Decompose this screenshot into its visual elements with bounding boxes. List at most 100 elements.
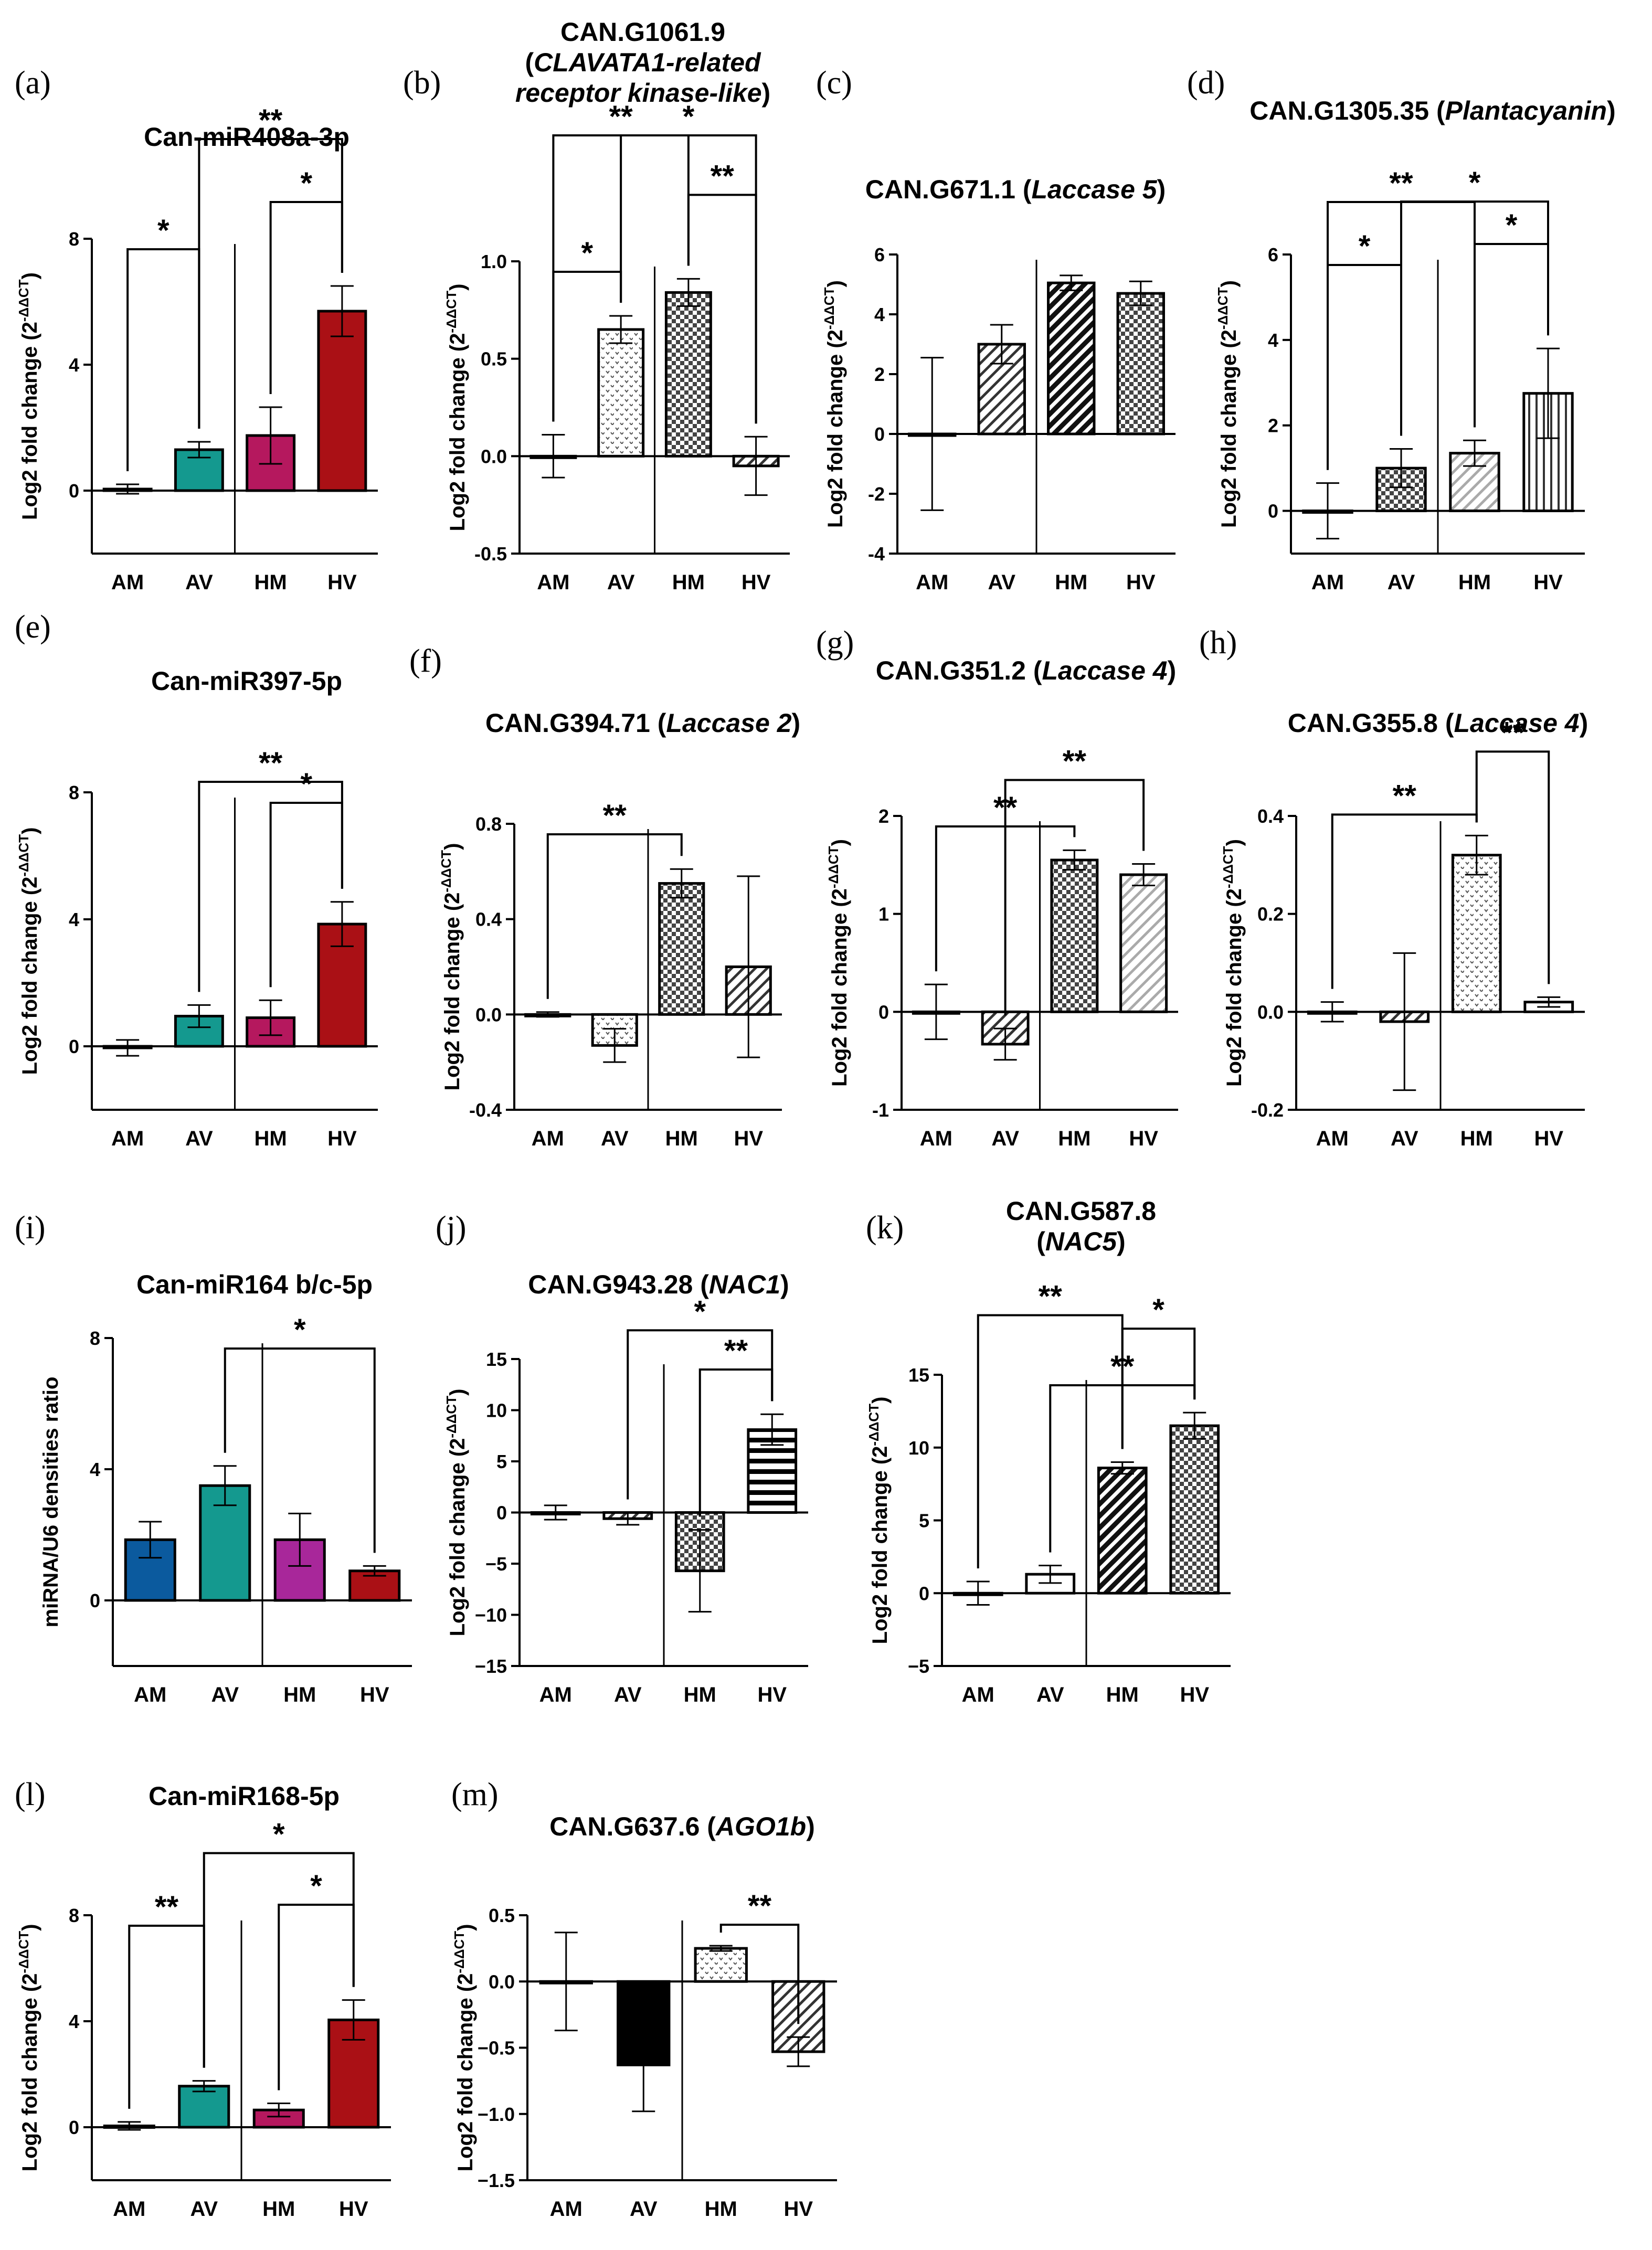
x-tick-label: HM bbox=[665, 1127, 698, 1150]
x-tick-label: AV bbox=[601, 1127, 629, 1150]
significance-label: * bbox=[694, 1294, 706, 1329]
x-tick-label: HV bbox=[742, 571, 771, 594]
x-tick-label: AM bbox=[550, 2198, 583, 2221]
y-tick-label: -4 bbox=[868, 543, 885, 565]
chart-panel-j: (j) CAN.G943.28 (NAC1) −15 −10 −5 0 5 10 15 Log2 … bbox=[436, 1210, 808, 1706]
significance-label: ** bbox=[1063, 744, 1087, 778]
panel-letter: (j) bbox=[436, 1210, 467, 1246]
x-tick-label: AM bbox=[111, 571, 144, 594]
significance-bracket bbox=[620, 134, 757, 424]
y-tick-label: 0.5 bbox=[481, 348, 507, 370]
bar-av bbox=[597, 328, 645, 458]
y-axis-label: Log2 fold change (2-ΔΔCT) bbox=[16, 272, 41, 520]
x-tick-label: AV bbox=[185, 1127, 213, 1150]
chart-panel-b: (b) CAN.G1061.9(CLAVATA1-relatedreceptor … bbox=[403, 17, 790, 594]
y-axis-label: Log2 fold change (2-ΔΔCT) bbox=[866, 1397, 892, 1644]
x-tick-label: AM bbox=[916, 571, 948, 594]
significance-bracket bbox=[126, 248, 200, 471]
significance-label: * bbox=[581, 236, 593, 270]
x-tick-label: AV bbox=[988, 571, 1015, 594]
x-tick-label: HV bbox=[1180, 1683, 1209, 1706]
significance-label: ** bbox=[748, 1889, 772, 1923]
significance-label: ** bbox=[603, 799, 627, 833]
y-tick-label: −15 bbox=[475, 1655, 507, 1677]
significance-label: * bbox=[1359, 229, 1371, 263]
chart-title: CAN.G355.8 (Laccase 4) bbox=[1288, 708, 1589, 738]
significance-label: ** bbox=[259, 746, 283, 780]
y-tick-label: 0 bbox=[90, 1590, 100, 1611]
y-tick-label: 0 bbox=[69, 1036, 79, 1057]
significance-label: * bbox=[1469, 166, 1481, 200]
chart-title: CAN.G637.6 (AGO1b) bbox=[549, 1812, 815, 1841]
panel-letter: (e) bbox=[15, 609, 51, 645]
significance-label: ** bbox=[259, 103, 283, 137]
y-tick-label: 8 bbox=[69, 782, 79, 803]
y-tick-label: 0.0 bbox=[489, 1971, 515, 1992]
y-axis-label: Log2 fold change (2-ΔΔCT) bbox=[825, 839, 851, 1087]
x-tick-label: HV bbox=[734, 1127, 763, 1150]
y-tick-label: 2 bbox=[1268, 415, 1278, 437]
chart-title: Can-miR397-5p bbox=[151, 666, 342, 696]
y-tick-label: 6 bbox=[1268, 244, 1278, 266]
y-tick-label: −1.5 bbox=[478, 2170, 515, 2191]
y-tick-label: 4 bbox=[69, 354, 79, 376]
y-tick-label: 8 bbox=[69, 1905, 79, 1926]
significance-label: * bbox=[157, 214, 170, 248]
chart-title: CAN.G671.1 (Laccase 5) bbox=[865, 175, 1166, 204]
chart-panel-m: (m) CAN.G637.6 (AGO1b) −1.5 −1.0 −0.5 0.0 0.5 L… bbox=[451, 1777, 837, 2221]
y-tick-label: 0.2 bbox=[1257, 904, 1284, 925]
y-tick-label: 5 bbox=[919, 1510, 929, 1532]
x-tick-label: HV bbox=[757, 1683, 787, 1706]
x-tick-label: HM bbox=[684, 1683, 716, 1706]
y-tick-label: 10 bbox=[486, 1400, 507, 1421]
significance-bracket bbox=[627, 1329, 774, 1500]
y-axis-label: Log2 fold change (2-ΔΔCT) bbox=[1220, 839, 1246, 1087]
y-axis-label: Log2 fold change (2-ΔΔCT) bbox=[438, 843, 464, 1091]
y-axis-label: Log2 fold change (2-ΔΔCT) bbox=[1215, 280, 1241, 528]
bar-hv bbox=[1169, 1424, 1220, 1595]
significance-label: ** bbox=[724, 1334, 748, 1368]
chart-title: CAN.G1061.9 bbox=[560, 17, 725, 47]
significance-label: * bbox=[1152, 1293, 1164, 1327]
y-axis-label: Log2 fold change (2-ΔΔCT) bbox=[443, 284, 469, 532]
x-tick-label: HM bbox=[283, 1683, 316, 1706]
x-tick-label: AV bbox=[1036, 1683, 1064, 1706]
bar-hm bbox=[658, 882, 705, 1016]
chart-title: (NAC5) bbox=[1036, 1227, 1125, 1256]
x-tick-label: AM bbox=[537, 571, 569, 594]
significance-bracket bbox=[198, 781, 343, 992]
chart-title: CAN.G587.8 bbox=[1006, 1196, 1156, 1226]
x-tick-label: HV bbox=[1129, 1127, 1158, 1150]
chart-title: receptor kinase-like) bbox=[515, 78, 770, 108]
x-tick-label: AM bbox=[962, 1683, 994, 1706]
significance-label: * bbox=[683, 100, 695, 134]
y-tick-label: 10 bbox=[908, 1437, 929, 1459]
y-tick-label: −5 bbox=[908, 1655, 929, 1677]
y-tick-label: 5 bbox=[496, 1451, 507, 1472]
x-tick-label: AV bbox=[190, 2198, 218, 2221]
chart-panel-c: (c) CAN.G671.1 (Laccase 5) -4 -2 0 2 4 6 Log2 fo… bbox=[816, 65, 1176, 594]
y-axis-label: Log2 fold change (2-ΔΔCT) bbox=[451, 1924, 477, 2172]
x-tick-label: HM bbox=[255, 571, 287, 594]
significance-label: * bbox=[310, 1869, 322, 1903]
panel-letter: (i) bbox=[15, 1210, 46, 1246]
x-tick-label: AV bbox=[991, 1127, 1019, 1150]
significance-label: ** bbox=[609, 100, 633, 134]
significance-label: ** bbox=[1393, 779, 1417, 813]
chart-title: (CLAVATA1-related bbox=[525, 48, 761, 77]
x-tick-label: HM bbox=[262, 2198, 295, 2221]
chart-title: Can-miR408a-3p bbox=[144, 122, 350, 152]
y-tick-label: 0 bbox=[874, 423, 885, 445]
y-tick-label: 0.0 bbox=[1257, 1001, 1284, 1023]
significance-label: * bbox=[1506, 208, 1518, 242]
y-tick-label: -0.4 bbox=[469, 1099, 502, 1121]
x-tick-label: AV bbox=[1388, 571, 1415, 594]
y-tick-label: -0.2 bbox=[1251, 1099, 1284, 1121]
x-tick-label: AM bbox=[920, 1127, 952, 1150]
x-tick-label: AM bbox=[1316, 1127, 1349, 1150]
significance-bracket bbox=[198, 138, 343, 429]
significance-bracket bbox=[1327, 264, 1402, 470]
panel-letter: (g) bbox=[816, 625, 854, 661]
chart-title: CAN.G394.71 (Laccase 2) bbox=[485, 708, 800, 738]
